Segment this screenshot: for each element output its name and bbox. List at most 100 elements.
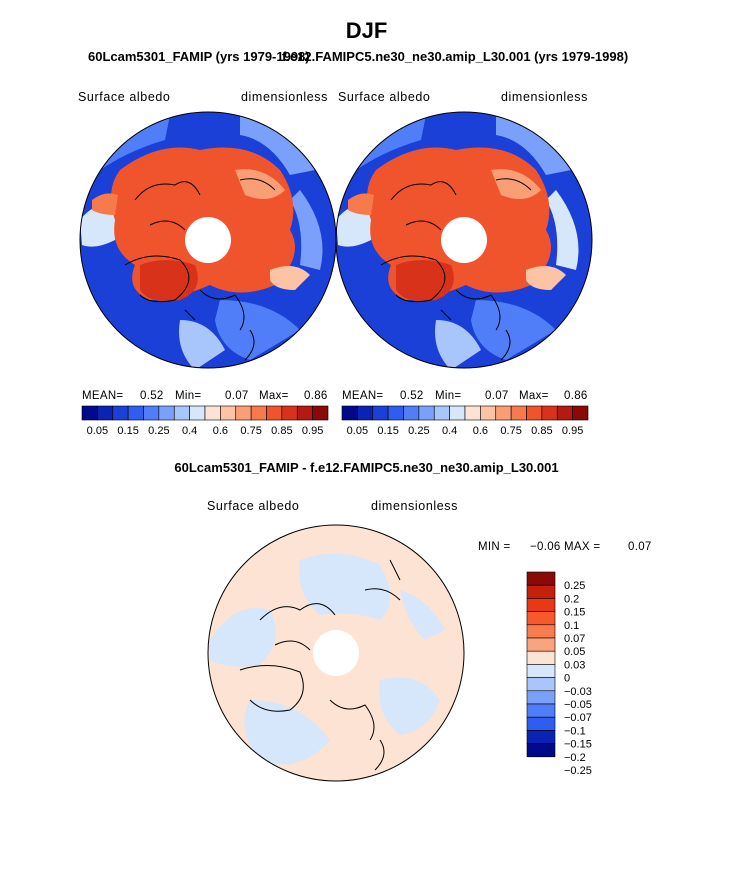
colorbar-2-swatch — [541, 405, 558, 421]
diff-min-value: −0.06 — [530, 541, 561, 553]
map-1-coastlines — [124, 178, 276, 361]
colorbar-1-swatch — [112, 405, 129, 421]
colorbar-2-swatch — [403, 405, 420, 421]
panel-1-mean-value: 0.52 — [140, 390, 164, 402]
map-1-patch — [290, 190, 323, 270]
panel-2-min-value: 0.07 — [485, 390, 509, 402]
colorbar-1-swatch — [158, 405, 175, 421]
panel-1-max-label: Max= — [259, 390, 289, 402]
map-1-greenland-field — [140, 260, 198, 302]
map-2-patch — [348, 193, 374, 215]
colorbar-1-swatch — [312, 405, 329, 421]
colorbar-2-swatch — [418, 405, 435, 421]
colorbar-diff-tick-label: −0.2 — [564, 752, 586, 764]
colorbar-diff-swatch — [526, 637, 556, 652]
diff-panel-title: 60Lcam5301_FAMIP - f.e12.FAMIPC5.ne30_ne… — [174, 460, 559, 475]
panel-2-field-label: Surface albedo — [338, 90, 431, 104]
colorbar-diff-swatch — [526, 650, 556, 665]
colorbar-2-tick-label: 0.75 — [500, 425, 521, 437]
colorbar-2-swatch — [387, 405, 404, 421]
colorbar-diff-tick-label: 0.25 — [564, 580, 585, 592]
colorbar-diff-swatch — [526, 743, 556, 758]
colorbar-2-tick-label: 0.4 — [442, 425, 457, 437]
colorbar-1-tick-label: 0.6 — [213, 425, 228, 437]
colorbar-1-tick-label: 0.85 — [271, 425, 292, 437]
map-1-patch — [240, 115, 315, 175]
diff-map-polar-hole — [313, 630, 359, 676]
colorbar-diff-tick-label: 0 — [564, 673, 570, 685]
colorbar-1-tick-label: 0.95 — [302, 425, 323, 437]
polar-map-diff — [208, 525, 464, 781]
diff-min-label: MIN = — [478, 541, 511, 553]
colorbar-diff-tick-label: 0.03 — [564, 659, 585, 671]
colorbar-diff-tick-label: −0.05 — [564, 699, 592, 711]
colorbar-diff-tick-label: −0.15 — [564, 739, 592, 751]
colorbar-diff-tick-label: 0.2 — [564, 593, 579, 605]
diff-panel-field-label: Surface albedo — [207, 499, 300, 513]
colorbar-2-tick-label: 0.05 — [347, 425, 368, 437]
colorbar-1-swatch — [204, 405, 221, 421]
panel-2-units-label: dimensionless — [501, 90, 589, 104]
map-2-patch — [496, 115, 571, 175]
colorbar-diff-tick-label: 0.07 — [564, 633, 585, 645]
colorbar-2-swatch — [572, 405, 589, 421]
panel-2-min-label: Min= — [435, 390, 462, 402]
colorbar-2-tick-label: 0.95 — [562, 425, 583, 437]
colorbar-1-swatch — [97, 405, 114, 421]
map-1-patch — [235, 169, 285, 199]
polar-map-2 — [336, 112, 592, 368]
map-1-polar-hole — [185, 217, 231, 263]
map-2-boundary — [335, 111, 593, 369]
colorbar-2-tick-label: 0.85 — [531, 425, 552, 437]
diff-max-label: MAX = — [564, 541, 601, 553]
colorbar-diff-swatch — [526, 611, 556, 626]
colorbar-diff-swatch — [526, 624, 556, 639]
map-2-polar-hole — [441, 217, 487, 263]
panel-1-min-value: 0.07 — [225, 390, 249, 402]
colorbar-2-swatch — [480, 405, 497, 421]
panel-1-max-value: 0.86 — [304, 390, 328, 402]
colorbar-diff-tick-label: −0.1 — [564, 725, 586, 737]
colorbar-1-swatch — [127, 405, 144, 421]
colorbar-diff-swatch — [526, 571, 556, 586]
colorbar-diff-swatch — [526, 677, 556, 692]
colorbar-1-swatch — [189, 405, 206, 421]
colorbar-diff-tick-label: 0.1 — [564, 620, 579, 632]
colorbar-2-swatch — [449, 405, 466, 421]
map-1-patch — [179, 320, 225, 368]
colorbar-diff-swatch — [526, 690, 556, 705]
colorbar-1-swatch — [173, 405, 190, 421]
colorbar-1-swatch — [235, 405, 252, 421]
diff-map-patch — [400, 590, 445, 640]
map-2-patch — [491, 169, 541, 199]
colorbar-2-swatch — [510, 405, 527, 421]
panel-2-mean-label: MEAN= — [342, 390, 384, 402]
map-2-patch — [526, 266, 566, 290]
diff-panel-units-label: dimensionless — [371, 499, 459, 513]
diff-max-value: 0.07 — [628, 541, 652, 553]
colorbar-diff-swatch — [526, 584, 556, 599]
map-1-patch — [270, 266, 310, 290]
colorbar-1-tick-label: 0.15 — [117, 425, 138, 437]
colorbar-diff-tick-label: −0.07 — [564, 712, 592, 724]
panel-1-field-label: Surface albedo — [78, 90, 171, 104]
colorbar-1-swatch — [250, 405, 267, 421]
colorbar-2: 0.05 0.15 0.25 0.4 0.6 0.75 0.85 0.95 — [341, 405, 589, 437]
panel-2-mean-value: 0.52 — [400, 390, 424, 402]
colorbar-2-swatch — [433, 405, 450, 421]
polar-map-1 — [80, 112, 336, 368]
diff-map-patch — [299, 553, 390, 620]
colorbar-diff-swatch — [526, 730, 556, 744]
main-title: DJF — [345, 18, 388, 43]
map-2-patch — [435, 320, 481, 368]
colorbar-1-swatch — [281, 405, 298, 421]
diff-map-patch — [244, 700, 330, 765]
colorbar-1-swatch — [296, 405, 313, 421]
colorbar-diff-swatch — [526, 716, 556, 731]
colorbar-2-swatch — [341, 405, 358, 421]
colorbar-diff-swatch — [526, 598, 556, 612]
map-2-patch — [471, 300, 556, 360]
colorbar-1-tick-label: 0.75 — [240, 425, 261, 437]
diff-map-boundary — [207, 524, 465, 782]
